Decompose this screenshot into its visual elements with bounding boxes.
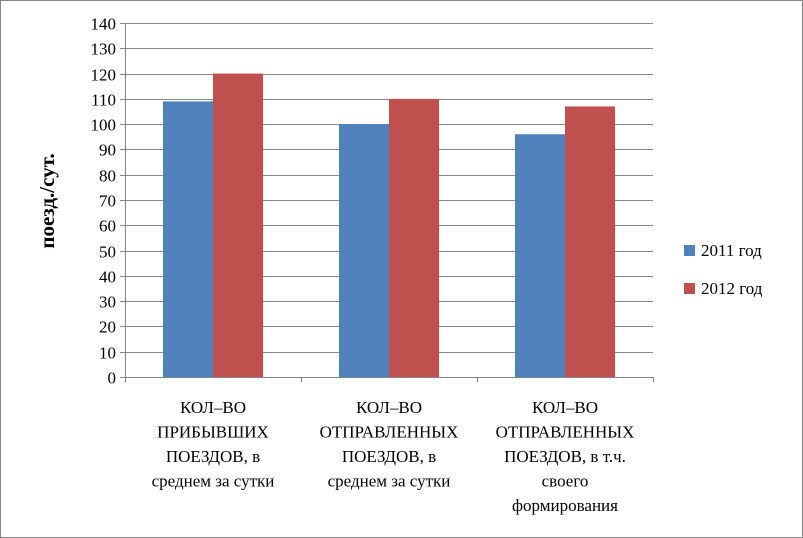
y-tick-label: 50 <box>99 243 116 262</box>
y-axis-label: поезд./сут. <box>35 153 59 248</box>
bar-2-3 <box>565 106 615 377</box>
y-tick-label: 110 <box>91 91 116 110</box>
y-tick-label: 0 <box>108 369 117 388</box>
x-category-label-line: среднем за сутки <box>152 472 275 491</box>
bar-2-2 <box>389 98 439 377</box>
axes <box>120 23 654 382</box>
bar-1-3 <box>515 134 565 377</box>
y-tick-label: 60 <box>99 217 116 236</box>
x-category-label: КОЛ–ВО ОТПРАВЛЕННЫХ ПОЕЗДОВ, в среднем за с… <box>320 398 459 491</box>
y-tick-label: 10 <box>99 344 116 363</box>
bar-2-1 <box>213 73 263 378</box>
legend-swatch <box>684 245 695 256</box>
x-category-label-line: ОТПРАВЛЕННЫХ <box>320 423 459 442</box>
x-category-label: КОЛ–ВО ОТПРАВЛЕННЫХ ПОЕЗДОВ, в т.ч. своего ф… <box>496 398 635 515</box>
x-category-label-line: среднем за сутки <box>328 472 451 491</box>
x-category-label-line: ПОЕЗДОВ, в т.ч. <box>504 447 626 466</box>
y-tick-label: 80 <box>99 167 116 186</box>
x-category-label: КОЛ–ВО ПРИБЫВШИХ ПОЕЗДОВ, в среднем за сутк… <box>152 398 275 491</box>
legend-swatch <box>684 283 695 294</box>
y-tick-label: 90 <box>99 141 116 160</box>
legend-label: 2012 год <box>701 279 763 298</box>
y-tick-label: 40 <box>99 268 116 287</box>
bars <box>163 73 615 378</box>
y-tick-label: 100 <box>91 116 117 135</box>
x-category-label-line: своего <box>542 472 589 491</box>
x-category-labels: КОЛ–ВО ПРИБЫВШИХ ПОЕЗДОВ, в среднем за сутк… <box>152 398 635 515</box>
x-category-label-line: ПОЕЗДОВ, в <box>342 447 436 466</box>
x-category-label-line: ОТПРАВЛЕННЫХ <box>496 423 635 442</box>
x-category-label-line: КОЛ–ВО <box>180 398 246 417</box>
y-tick-label: 130 <box>91 40 117 59</box>
x-category-label-line: формирования <box>512 496 618 515</box>
x-category-label-line: ПРИБЫВШИХ <box>157 423 269 442</box>
y-tick-label: 140 <box>91 15 117 34</box>
x-category-label-line: КОЛ–ВО <box>532 398 598 417</box>
bar-1-1 <box>163 101 213 377</box>
bar-1-2 <box>339 124 389 378</box>
x-category-label-line: ПОЕЗДОВ, в <box>166 447 260 466</box>
y-tick-label: 70 <box>99 192 116 211</box>
legend: 2011 год 2012 год <box>684 241 763 298</box>
y-tick-label: 20 <box>99 318 116 337</box>
legend-label: 2011 год <box>701 241 762 260</box>
y-tick-label: 30 <box>99 293 116 312</box>
y-tick-label: 120 <box>91 66 117 85</box>
x-category-label-line: КОЛ–ВО <box>356 398 422 417</box>
y-tick-labels: 0 10 20 30 40 50 60 70 80 90 100 110 120 130 140 <box>91 15 117 388</box>
